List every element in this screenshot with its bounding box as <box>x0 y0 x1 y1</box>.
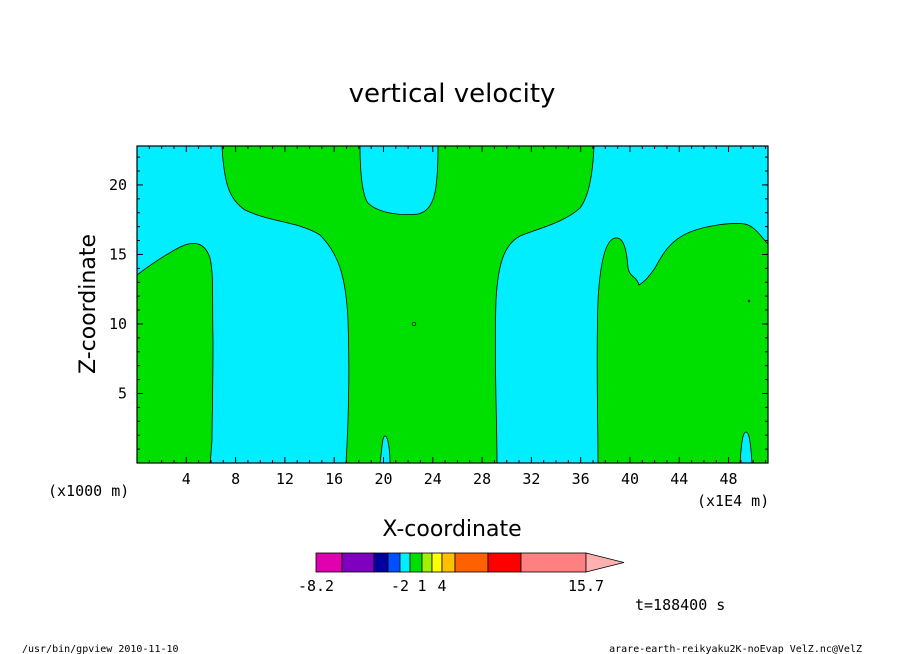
colorbar-tick-label: -8.2 <box>298 577 334 595</box>
x-tick-label: 20 <box>374 470 392 488</box>
colorbar <box>315 552 625 573</box>
x-tick-label: 12 <box>276 470 294 488</box>
colorbar-segment <box>421 552 433 573</box>
y-axis: 5 10 15 20 <box>109 156 768 450</box>
x-axis: 4 8 12 16 20 24 28 32 36 40 44 48 <box>148 146 767 488</box>
colorbar-segment <box>399 552 411 573</box>
colorbar-segment <box>441 552 456 573</box>
colorbar-segment <box>431 552 443 573</box>
y-tick-label: 5 <box>118 384 127 402</box>
x-tick-label: 24 <box>424 470 442 488</box>
x-tick-label: 36 <box>572 470 590 488</box>
plot-area <box>136 145 769 464</box>
contour-dot <box>411 321 417 327</box>
x-tick-label: 16 <box>325 470 343 488</box>
colorbar-tick-label: -2 <box>391 577 409 595</box>
y-tick-label: 20 <box>109 176 127 194</box>
colorbar-segment <box>341 552 375 573</box>
x-tick-label: 32 <box>522 470 540 488</box>
y-tick-label: 15 <box>109 245 127 263</box>
colorbar-arrow <box>585 552 625 573</box>
x-tick-label: 4 <box>182 470 191 488</box>
x-unit-left: (x1000 m) <box>48 482 129 500</box>
region-positive-1 <box>137 243 214 463</box>
footer-right: arare-earth-reikyaku2K-noEvap_VelZ.nc@Ve… <box>609 644 862 654</box>
colorbar-segment <box>487 552 522 573</box>
footer-left: /usr/bin/gpview 2010-11-10 <box>22 644 179 654</box>
colorbar-ticks: -8.2 -2 1 4 15.7 <box>298 577 604 595</box>
chart-title: vertical velocity <box>349 79 556 109</box>
region-positive-3 <box>596 223 768 463</box>
colorbar-segment <box>315 552 343 573</box>
region-positive-2 <box>221 146 595 463</box>
colorbar-tick-label: 15.7 <box>568 577 604 595</box>
plot-frame <box>136 145 769 464</box>
y-axis-label: Z-coordinate <box>76 234 101 374</box>
colorbar-segment <box>373 552 389 573</box>
colorbar-tick-label: 1 <box>417 577 426 595</box>
colorbar-segment <box>520 552 587 573</box>
x-tick-label: 8 <box>231 470 240 488</box>
x-tick-label: 48 <box>720 470 738 488</box>
x-axis-label: X-coordinate <box>382 517 521 542</box>
colorbar-segment <box>454 552 489 573</box>
y-tick-label: 10 <box>109 315 127 333</box>
colorbar-tick-label: 4 <box>437 577 446 595</box>
contour-dot <box>747 299 751 303</box>
x-tick-label: 28 <box>473 470 491 488</box>
colorbar-segment <box>387 552 401 573</box>
time-label: t=188400 s <box>635 596 725 614</box>
x-unit-right: (x1E4 m) <box>697 492 769 510</box>
colorbar-segment <box>409 552 423 573</box>
x-tick-label: 44 <box>670 470 688 488</box>
x-tick-label: 40 <box>621 470 639 488</box>
